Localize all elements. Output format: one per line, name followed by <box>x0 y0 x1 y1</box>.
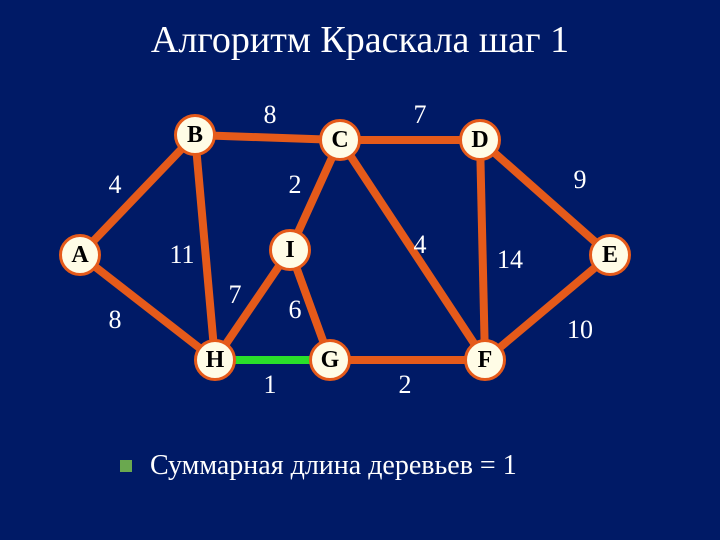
edge-A-H <box>78 252 218 363</box>
edge-weight-A-H: 8 <box>109 305 122 335</box>
bullet-icon <box>120 460 132 472</box>
node-F: F <box>464 339 506 381</box>
edge-weight-C-I: 2 <box>289 170 302 200</box>
edge-weight-C-F: 4 <box>414 230 427 260</box>
edge-D-F <box>476 140 489 360</box>
edge-weight-B-C: 8 <box>264 100 277 130</box>
caption-line: Суммарная длина деревьев = 1 <box>120 450 517 482</box>
page-title: Алгоритм Краскала шаг 1 <box>0 18 720 62</box>
edge-weight-F-G: 2 <box>399 370 412 400</box>
edge-D-E <box>477 137 612 258</box>
edge-weight-H-I: 7 <box>229 280 242 310</box>
node-H: H <box>194 339 236 381</box>
node-E: E <box>589 234 631 276</box>
edge-weight-D-F: 14 <box>497 245 523 275</box>
node-B: B <box>174 114 216 156</box>
graph-diagram: 4 8 8 11 7 2 4 9 14 10 2 1 6 7 A B C D E F G H I <box>40 80 680 400</box>
edge-B-H <box>191 135 219 361</box>
edge-weight-C-D: 7 <box>414 100 427 130</box>
edge-weight-G-H: 1 <box>264 370 277 400</box>
node-G: G <box>309 339 351 381</box>
edge-F-G <box>330 356 485 364</box>
edge-weight-E-F: 10 <box>567 315 593 345</box>
edge-C-F <box>337 138 489 362</box>
edge-A-B <box>77 132 198 258</box>
node-A: A <box>59 234 101 276</box>
edge-weight-D-E: 9 <box>574 165 587 195</box>
node-I: I <box>269 229 311 271</box>
node-C: C <box>319 119 361 161</box>
node-D: D <box>459 119 501 161</box>
caption-text: Суммарная длина деревьев = 1 <box>150 450 517 482</box>
edge-weight-G-I: 6 <box>289 295 302 325</box>
edge-weight-A-B: 4 <box>109 170 122 200</box>
edge-weight-B-H: 11 <box>169 240 194 270</box>
